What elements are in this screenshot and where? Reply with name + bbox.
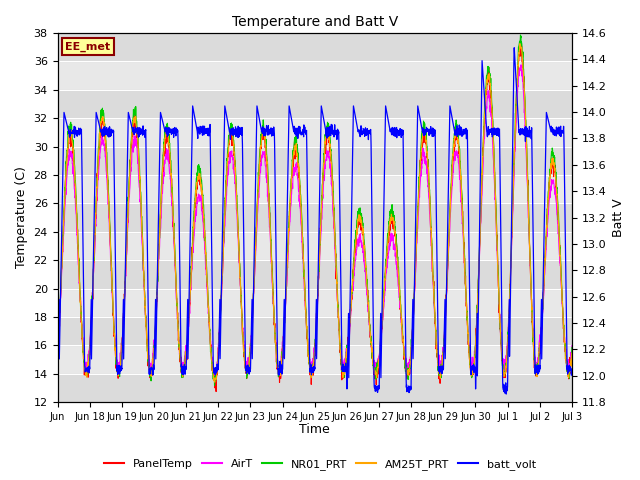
Bar xyxy=(58,33,572,61)
Y-axis label: Temperature (C): Temperature (C) xyxy=(15,167,28,268)
Bar xyxy=(58,204,572,232)
Title: Temperature and Batt V: Temperature and Batt V xyxy=(232,15,398,29)
Bar xyxy=(58,374,572,402)
Y-axis label: Batt V: Batt V xyxy=(612,198,625,237)
Bar xyxy=(58,90,572,118)
Bar xyxy=(58,146,572,175)
Bar xyxy=(58,260,572,288)
X-axis label: Time: Time xyxy=(300,423,330,436)
Text: EE_met: EE_met xyxy=(65,42,110,52)
Legend: PanelTemp, AirT, NR01_PRT, AM25T_PRT, batt_volt: PanelTemp, AirT, NR01_PRT, AM25T_PRT, ba… xyxy=(100,455,540,474)
Bar xyxy=(58,317,572,345)
